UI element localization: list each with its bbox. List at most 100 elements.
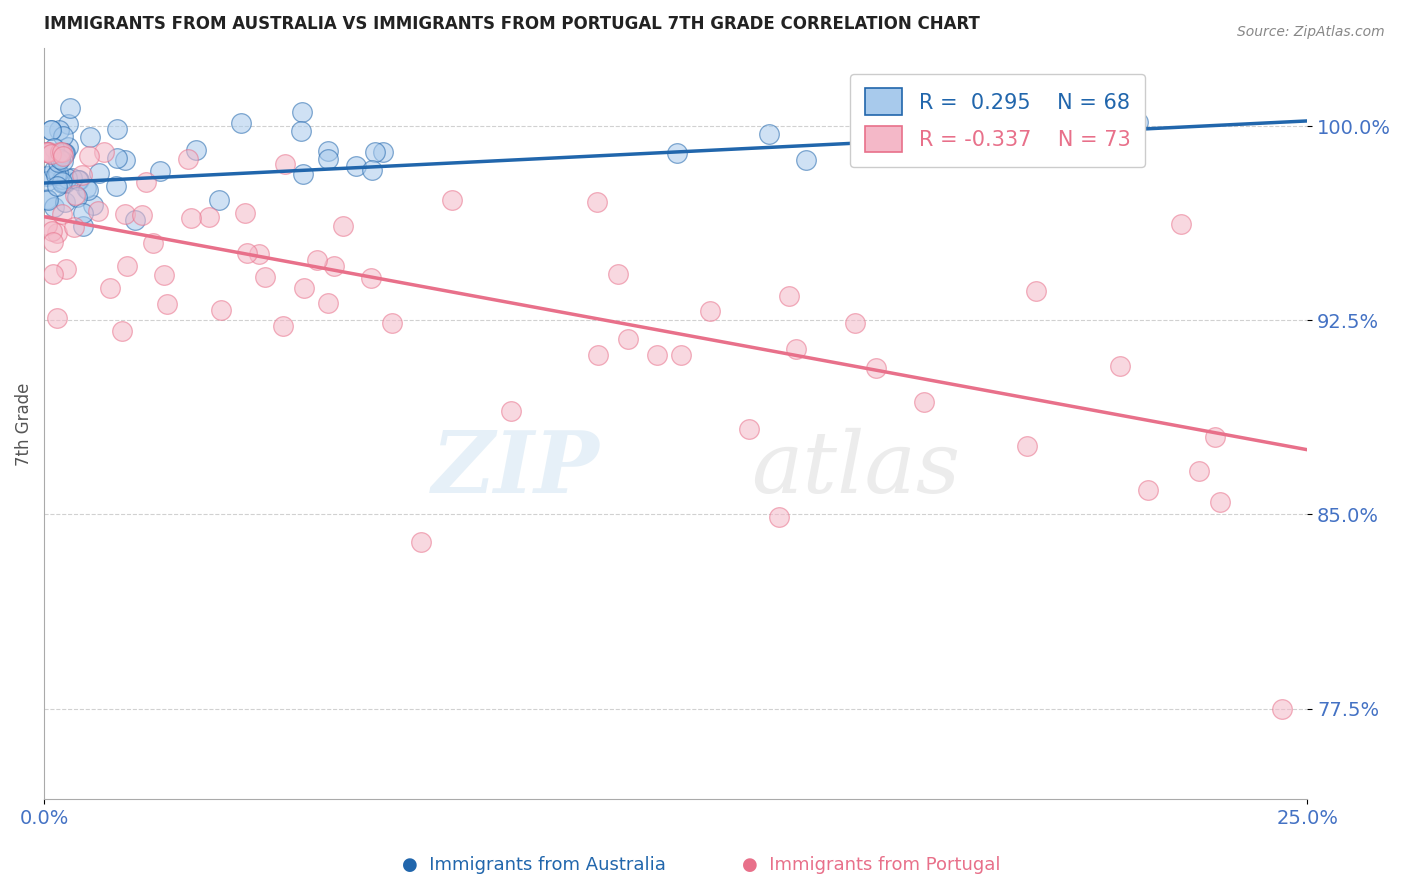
Point — [45, 226, 67, 240]
Point — [42, 235, 65, 249]
Point — [785, 343, 807, 357]
Point — [37, 193, 59, 207]
Point — [316, 152, 339, 166]
Point — [104, 179, 127, 194]
Point — [55, 171, 77, 186]
Point — [89, 166, 111, 180]
Point — [82, 197, 104, 211]
Point — [124, 212, 146, 227]
Point — [65, 189, 87, 203]
Point — [44, 162, 66, 177]
Point — [51, 145, 73, 159]
Point — [1209, 495, 1232, 509]
Point — [1271, 701, 1294, 715]
Legend: R =  0.295    N = 68, R = -0.337    N = 73: R = 0.295 N = 68, R = -0.337 N = 73 — [851, 74, 1146, 167]
Point — [35, 145, 58, 159]
Point — [46, 310, 69, 325]
Point — [39, 147, 62, 161]
Point — [44, 168, 66, 182]
Point — [70, 168, 93, 182]
Point — [153, 268, 176, 282]
Point — [53, 177, 76, 191]
Point — [796, 153, 818, 167]
Point — [72, 205, 94, 219]
Point — [177, 153, 200, 167]
Point — [51, 171, 73, 186]
Point — [53, 195, 76, 210]
Point — [1204, 430, 1226, 444]
Point — [1109, 359, 1132, 373]
Point — [52, 146, 75, 161]
Point — [1126, 115, 1149, 129]
Point — [1188, 464, 1211, 478]
Point — [1015, 439, 1038, 453]
Point — [105, 122, 128, 136]
Point — [273, 157, 295, 171]
Point — [38, 145, 60, 159]
Point — [1137, 483, 1160, 497]
Point — [41, 123, 63, 137]
Point — [253, 269, 276, 284]
Point — [316, 296, 339, 310]
Point — [208, 193, 231, 207]
Point — [316, 144, 339, 158]
Point — [37, 218, 59, 232]
Point — [360, 162, 382, 177]
Point — [209, 302, 232, 317]
Point — [42, 200, 65, 214]
Point — [585, 194, 607, 209]
Point — [149, 163, 172, 178]
Point — [290, 124, 312, 138]
Point — [371, 145, 394, 160]
Point — [501, 404, 523, 418]
Point — [51, 175, 73, 189]
Point — [35, 145, 58, 159]
Point — [135, 175, 157, 189]
Point — [586, 348, 609, 362]
Point — [645, 348, 668, 362]
Text: atlas: atlas — [751, 427, 960, 510]
Point — [51, 176, 73, 190]
Point — [63, 219, 86, 234]
Point — [114, 207, 136, 221]
Point — [67, 173, 90, 187]
Point — [55, 262, 77, 277]
Point — [60, 170, 83, 185]
Point — [46, 166, 69, 180]
Text: ZIP: ZIP — [432, 427, 600, 510]
Point — [77, 184, 100, 198]
Point — [197, 210, 219, 224]
Point — [322, 260, 344, 274]
Point — [758, 127, 780, 141]
Point — [117, 259, 139, 273]
Point — [42, 141, 65, 155]
Point — [233, 206, 256, 220]
Point — [41, 224, 63, 238]
Point — [1025, 285, 1047, 299]
Point — [42, 267, 65, 281]
Point — [291, 104, 314, 119]
Point — [332, 219, 354, 233]
Point — [360, 271, 382, 285]
Point — [75, 181, 97, 195]
Point — [77, 149, 100, 163]
Point — [52, 128, 75, 143]
Point — [1116, 91, 1139, 105]
Point — [51, 207, 73, 221]
Point — [236, 245, 259, 260]
Point — [411, 535, 433, 549]
Point — [271, 318, 294, 333]
Text: IMMIGRANTS FROM AUSTRALIA VS IMMIGRANTS FROM PORTUGAL 7TH GRADE CORRELATION CHAR: IMMIGRANTS FROM AUSTRALIA VS IMMIGRANTS … — [44, 15, 980, 33]
Point — [131, 208, 153, 222]
Point — [52, 149, 75, 163]
Point — [87, 203, 110, 218]
Point — [72, 219, 94, 233]
Text: ●  Immigrants from Portugal: ● Immigrants from Portugal — [742, 855, 1001, 873]
Point — [66, 173, 89, 187]
Point — [35, 174, 58, 188]
Point — [46, 155, 69, 169]
Point — [617, 332, 640, 346]
Point — [292, 167, 315, 181]
Point — [1170, 218, 1192, 232]
Point — [105, 151, 128, 165]
